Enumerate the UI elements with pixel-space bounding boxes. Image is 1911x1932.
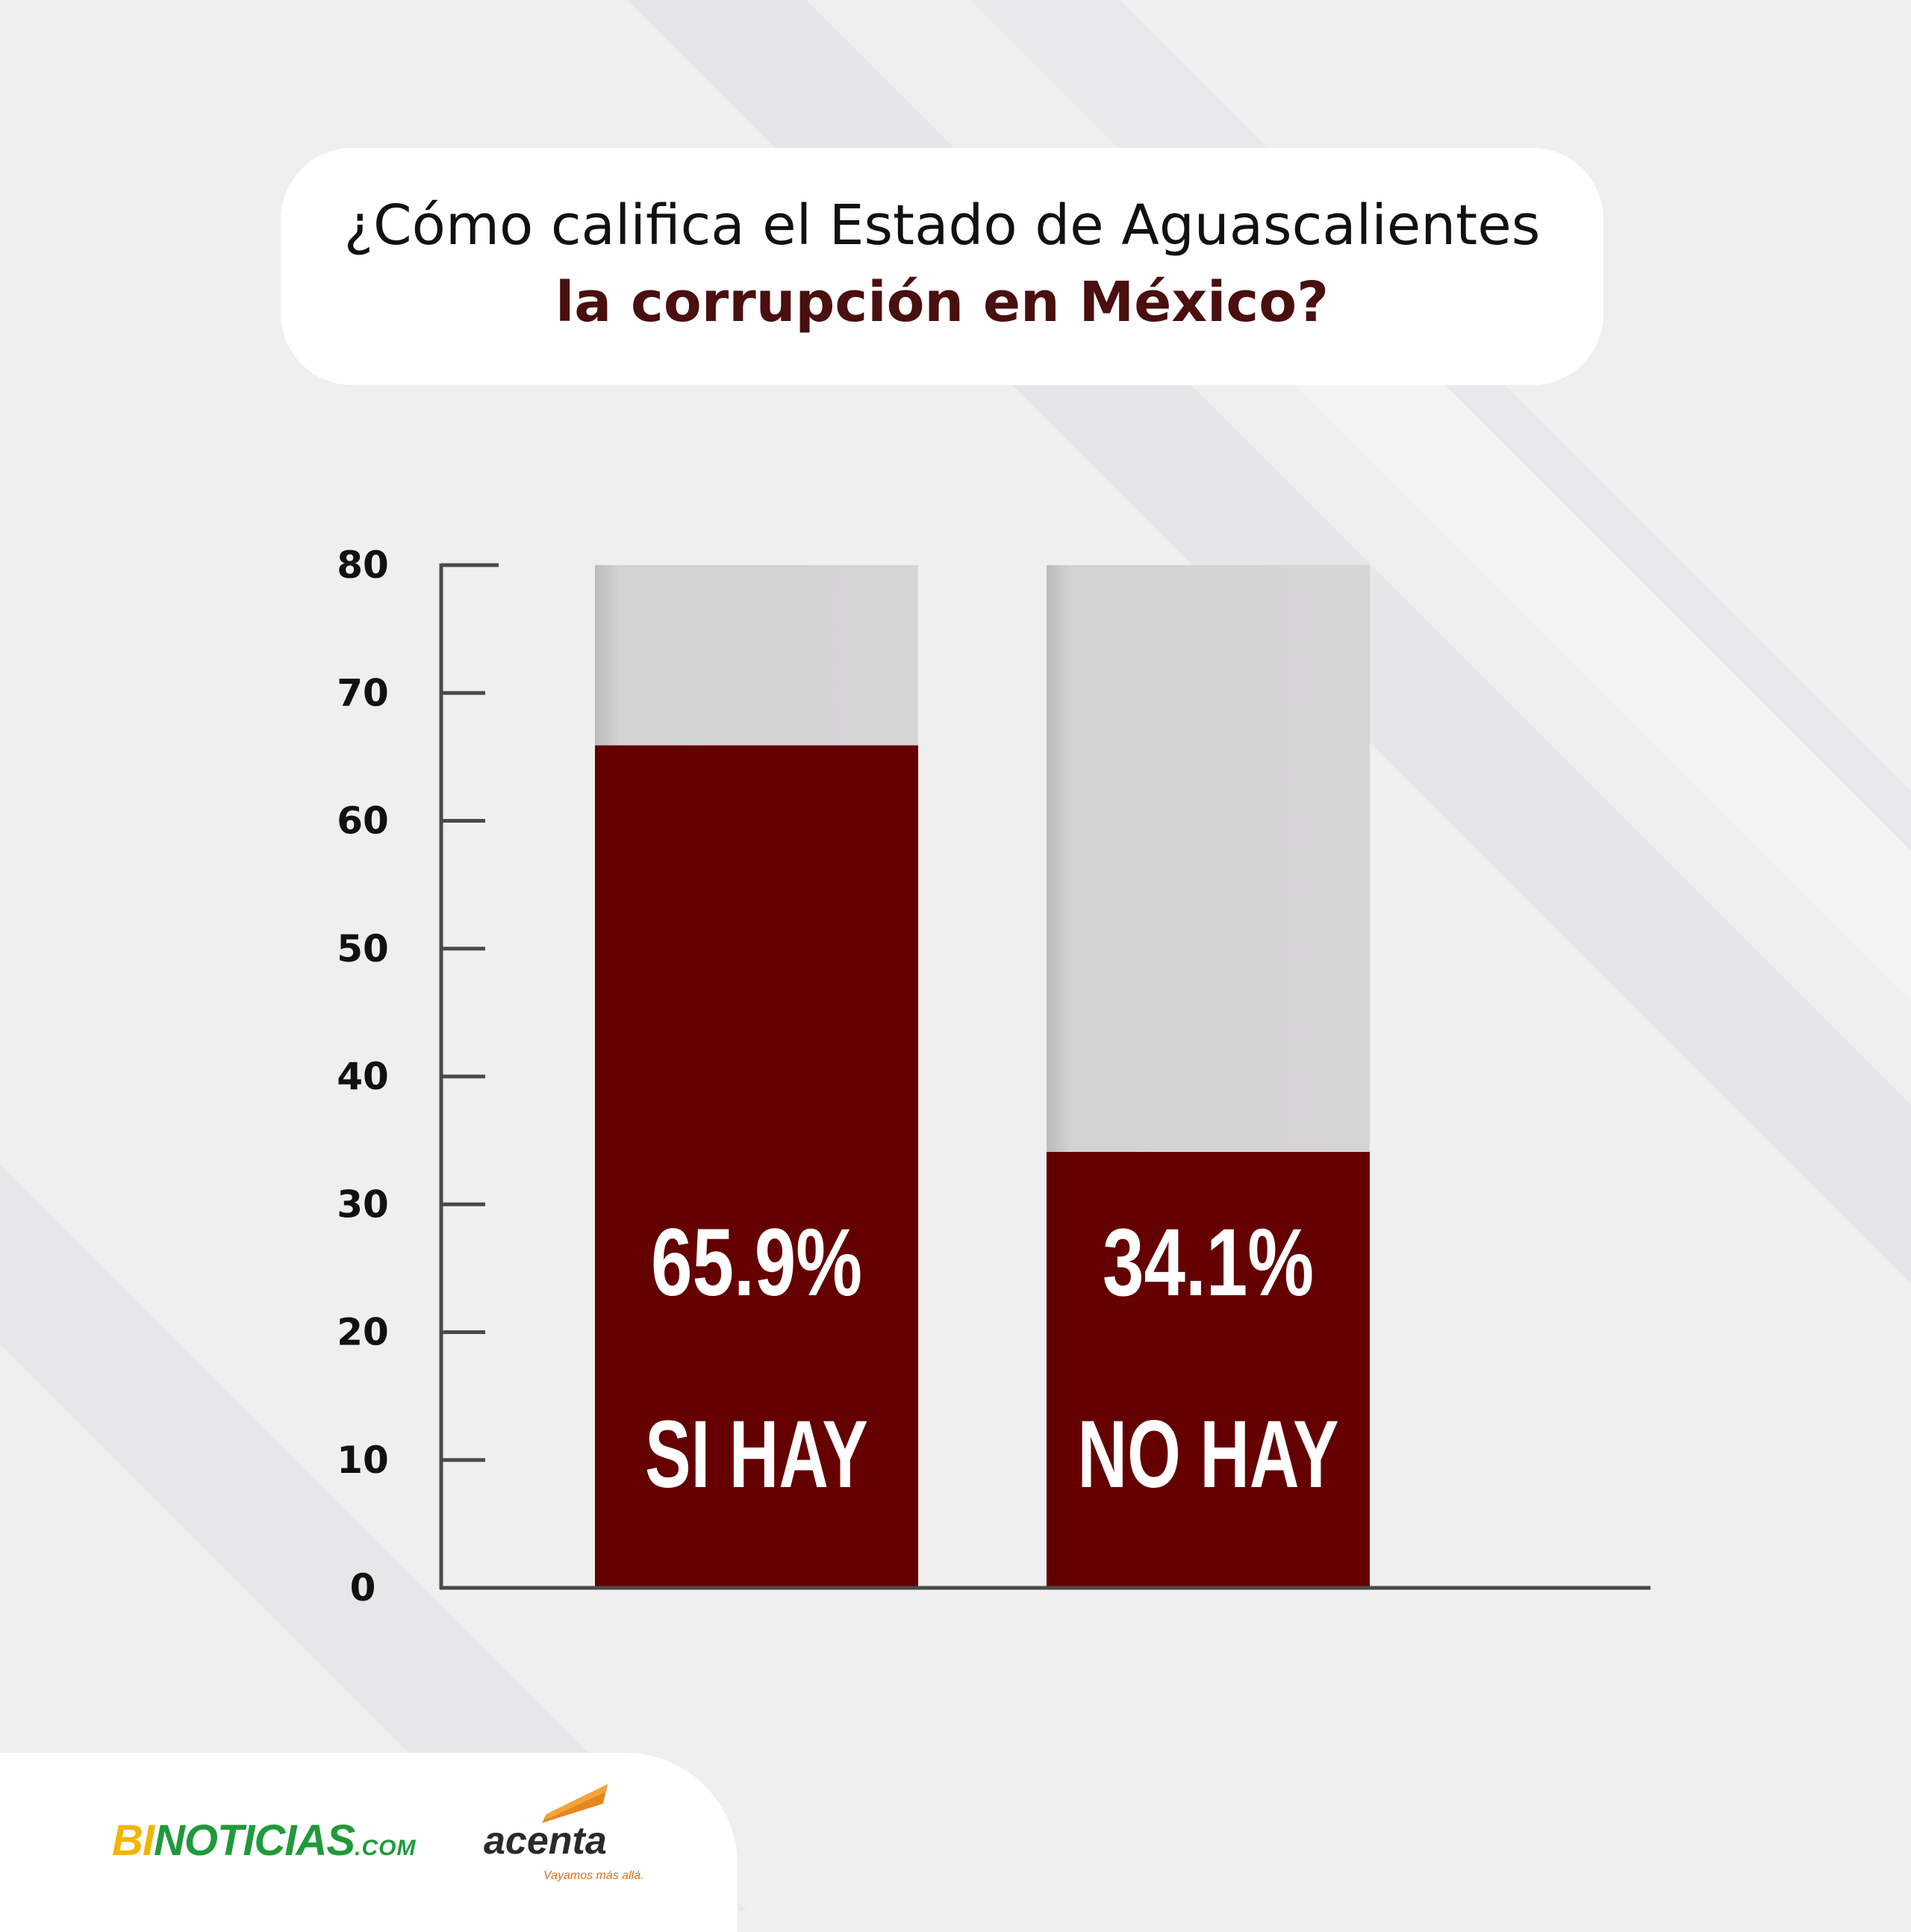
- data-label: 34.1%: [1103, 1209, 1314, 1316]
- logo-bi-text: BI: [112, 1816, 155, 1865]
- acenta-logo: acenta: [484, 1819, 607, 1863]
- bar: [1047, 1152, 1370, 1588]
- chart-title-line2: la corrupción en México?: [555, 270, 1329, 334]
- y-tick-label: 10: [337, 1439, 389, 1482]
- y-tick-label: 60: [337, 800, 389, 843]
- footer-card: [0, 1753, 738, 1932]
- y-tick-label: 70: [337, 671, 389, 714]
- bar: [595, 745, 918, 1588]
- y-tick-label: 0: [350, 1566, 376, 1610]
- logo-noticias-text: NOTICIAS: [154, 1816, 355, 1865]
- category-label: NO HAY: [1078, 1400, 1339, 1507]
- title-card: ¿Cómo califica el Estado de Aguascalient…: [281, 148, 1603, 385]
- acenta-tagline: Vayamos más allá.: [543, 1869, 644, 1882]
- y-tick-label: 80: [337, 543, 389, 587]
- chart-title-line1: ¿Cómo califica el Estado de Aguascalient…: [343, 193, 1541, 258]
- category-label: SI HAY: [645, 1400, 868, 1507]
- y-tick-label: 30: [337, 1182, 389, 1226]
- y-tick-label: 40: [337, 1055, 389, 1098]
- logo-com-text: .COM: [355, 1836, 417, 1860]
- acenta-logo-mark-icon: [542, 1784, 608, 1823]
- data-label: 65.9%: [651, 1209, 862, 1316]
- binoticias-logo: BINOTICIAS.COM: [112, 1816, 416, 1866]
- y-tick-label: 50: [337, 927, 389, 970]
- y-tick-label: 20: [337, 1311, 389, 1354]
